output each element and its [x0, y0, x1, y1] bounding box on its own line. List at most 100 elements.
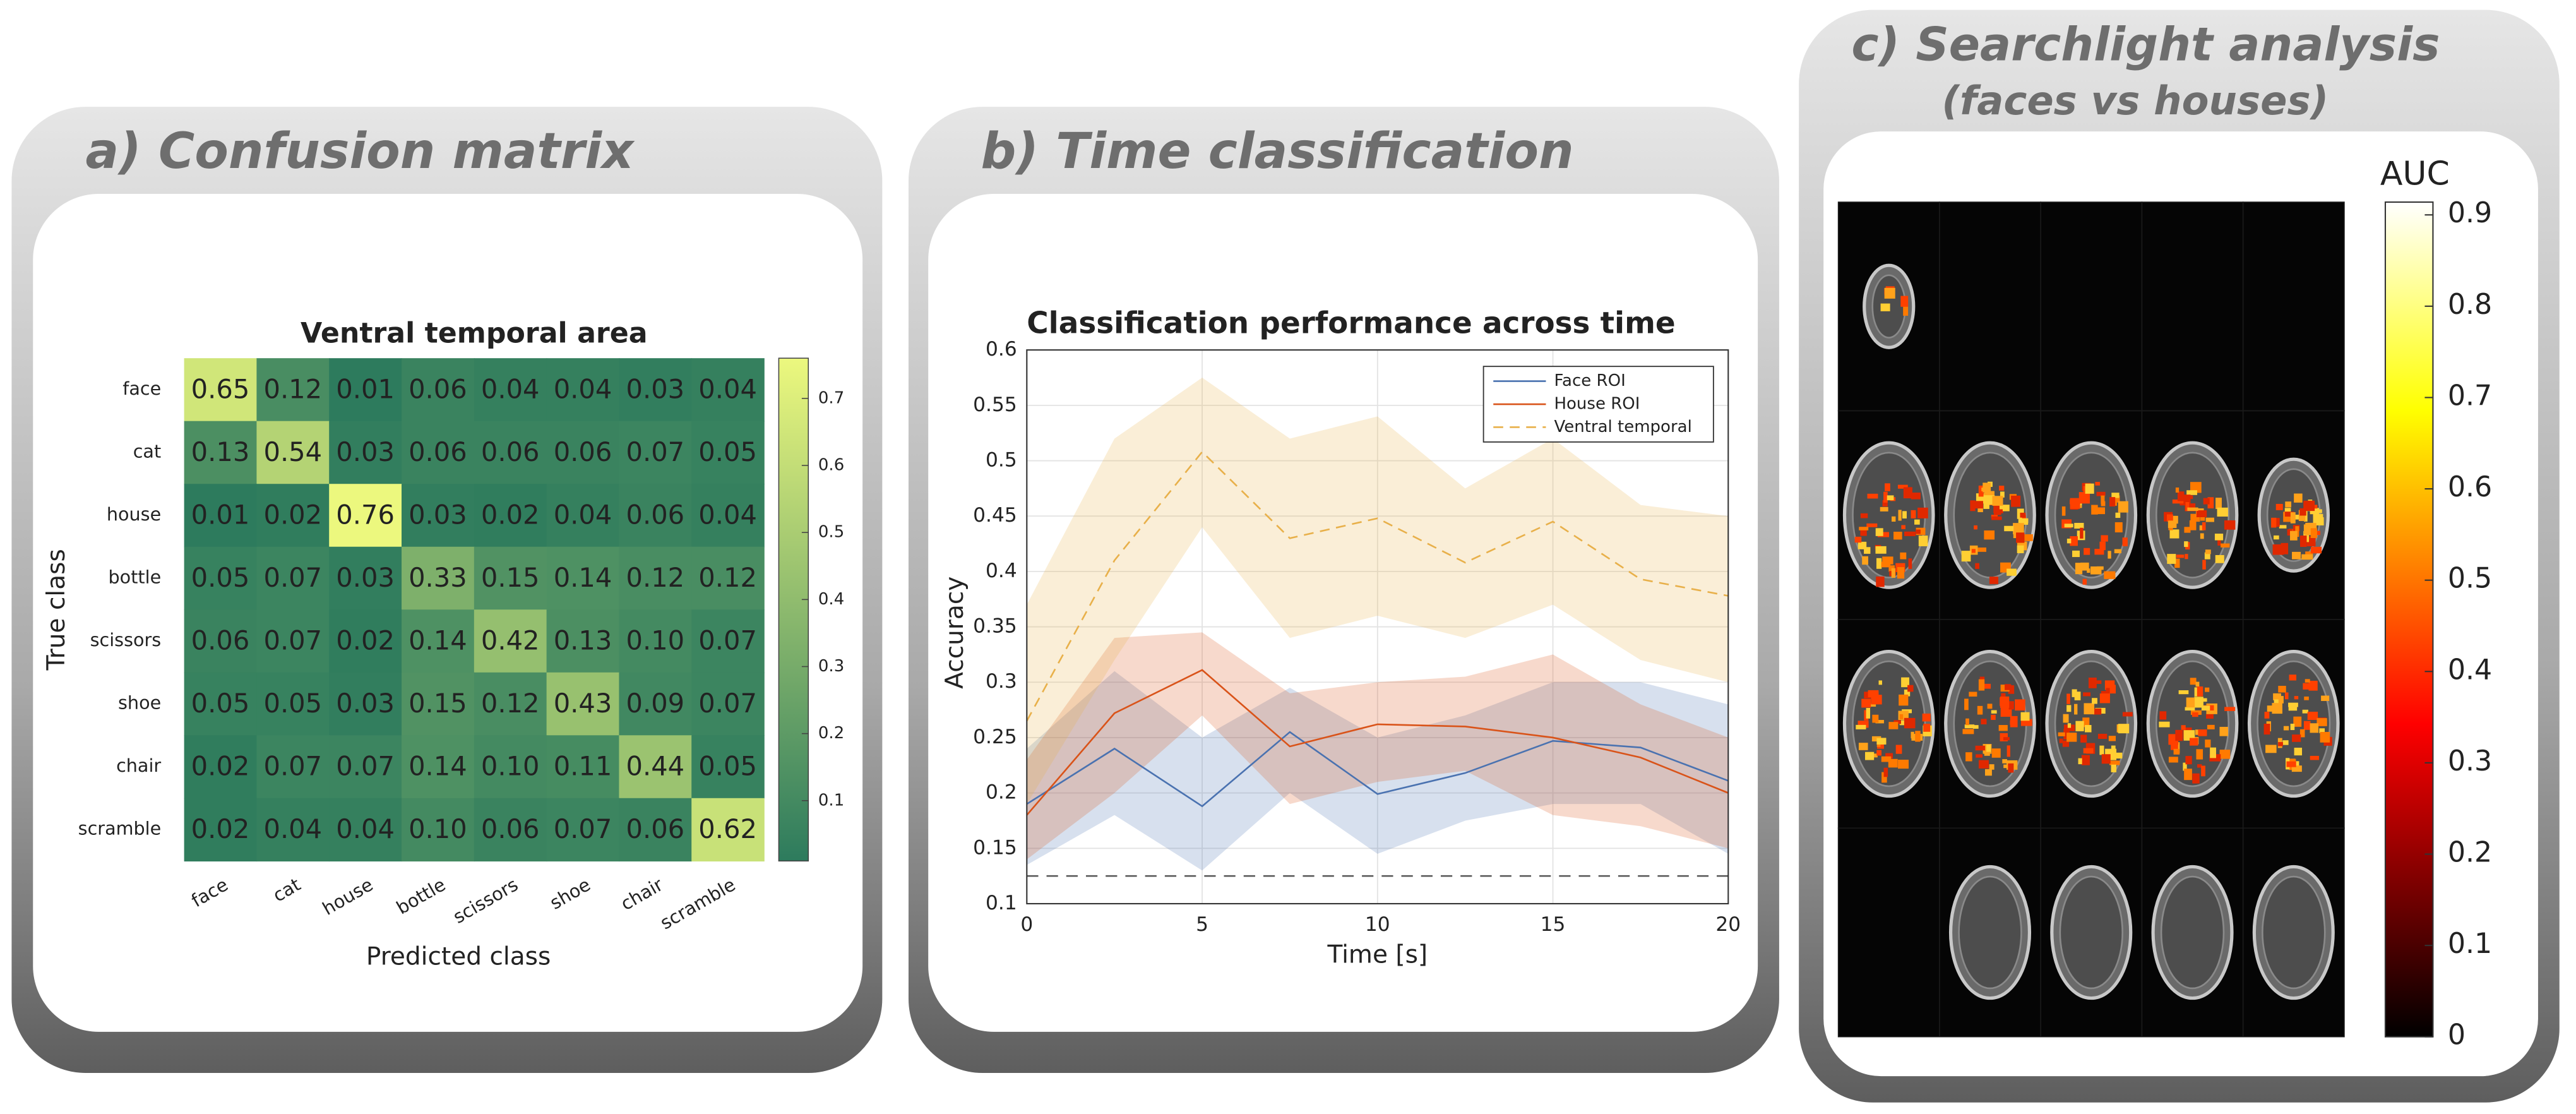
heatmap-cell [256, 609, 330, 673]
activation [2118, 501, 2128, 513]
activation [2290, 530, 2298, 541]
activation [2274, 518, 2280, 527]
activation [2185, 554, 2188, 560]
y-tick-label: scissors [90, 629, 162, 650]
activation [1983, 498, 1989, 509]
heatmap-cell [402, 358, 475, 422]
activation [1858, 743, 1868, 750]
activation [2109, 685, 2116, 694]
activation [1981, 719, 1987, 725]
activation [2075, 563, 2083, 575]
activation [2292, 551, 2301, 560]
activation [1876, 738, 1887, 745]
activation [2177, 491, 2185, 501]
heatmap-cell [546, 798, 620, 862]
activation [1876, 576, 1885, 587]
series-line [1026, 731, 1729, 808]
heatmap-cell [329, 421, 402, 485]
activation [2175, 729, 2183, 741]
heatmap-cell [546, 358, 620, 422]
heatmap-cell [402, 421, 475, 485]
activation [2310, 508, 2319, 515]
activation [2217, 507, 2228, 517]
activation [2082, 578, 2087, 585]
activation [2289, 674, 2297, 681]
cell-label: 0.62 [698, 813, 757, 844]
legend-label: Face ROI [1554, 371, 1625, 390]
activation [2310, 528, 2317, 538]
activation [1854, 536, 1862, 543]
activation [1867, 493, 1878, 499]
activation [2008, 763, 2014, 773]
activation [1901, 525, 1905, 529]
activation [2205, 517, 2214, 522]
activation [1974, 501, 1983, 509]
activation [2159, 721, 2170, 728]
activation [2078, 758, 2082, 765]
activation [2192, 773, 2200, 784]
cell-label: 0.06 [408, 374, 467, 405]
cell-label: 0.33 [408, 562, 467, 593]
activation [2070, 536, 2078, 546]
activation [1998, 725, 2008, 731]
colorbar-tick-label: 0.1 [818, 791, 844, 810]
heatmap-cell [256, 546, 330, 611]
activation [2185, 502, 2190, 512]
chart-title: Ventral temporal area [301, 318, 648, 350]
activation [2301, 554, 2313, 560]
activation [2081, 755, 2090, 765]
activation [2122, 712, 2133, 717]
activation [2111, 764, 2117, 772]
activation [1974, 525, 1977, 530]
legend-label: Ventral temporal [1554, 417, 1691, 436]
activation [2191, 712, 2198, 717]
activation [2115, 512, 2121, 518]
cell-label: 0.02 [263, 500, 322, 530]
confidence-band [1027, 671, 1729, 871]
panel-title: a) Confusion matrix [86, 123, 636, 180]
activation [1871, 695, 1882, 705]
activation [1899, 714, 1904, 719]
colorbar-tick-label: 0.8 [2448, 289, 2492, 321]
activation [1881, 561, 1891, 568]
heatmap-cell [474, 421, 547, 485]
activation [2190, 738, 2198, 746]
activation [2288, 706, 2298, 711]
cell-label: 0.12 [698, 562, 757, 593]
cell-label: 0.42 [481, 625, 540, 656]
activation [1911, 510, 1916, 518]
heatmap-cell [474, 358, 547, 422]
activation [1876, 750, 1882, 756]
activation [2166, 514, 2173, 522]
activation [2074, 692, 2081, 700]
cell-label: 0.06 [626, 813, 685, 844]
activation [2224, 520, 2236, 530]
activation [2196, 510, 2207, 517]
panel-title: b) Time classification [981, 123, 1573, 180]
activation [2186, 697, 2195, 708]
heatmap-cell [256, 421, 330, 485]
activation [2303, 683, 2315, 690]
activation [1859, 527, 1869, 530]
activation [1903, 487, 1912, 499]
activation [1882, 500, 1888, 507]
activation [2111, 493, 2120, 498]
activation [2000, 491, 2005, 498]
activation [1897, 484, 1908, 489]
activation [2307, 712, 2318, 721]
activation [1977, 547, 1986, 552]
activation [1916, 529, 1921, 534]
activation [2184, 769, 2192, 781]
activation [2205, 714, 2214, 719]
activation [2291, 765, 2302, 772]
activation [2290, 512, 2296, 524]
activation [2299, 729, 2305, 738]
heatmap-cell [256, 672, 330, 736]
activation [2109, 497, 2116, 506]
activation [2108, 551, 2111, 559]
slice-inner [2059, 875, 2123, 990]
activation [2187, 507, 2198, 512]
cell-label: 0.07 [263, 562, 322, 593]
activation [2001, 693, 2006, 699]
y-tick-label: 0.45 [973, 504, 1017, 527]
